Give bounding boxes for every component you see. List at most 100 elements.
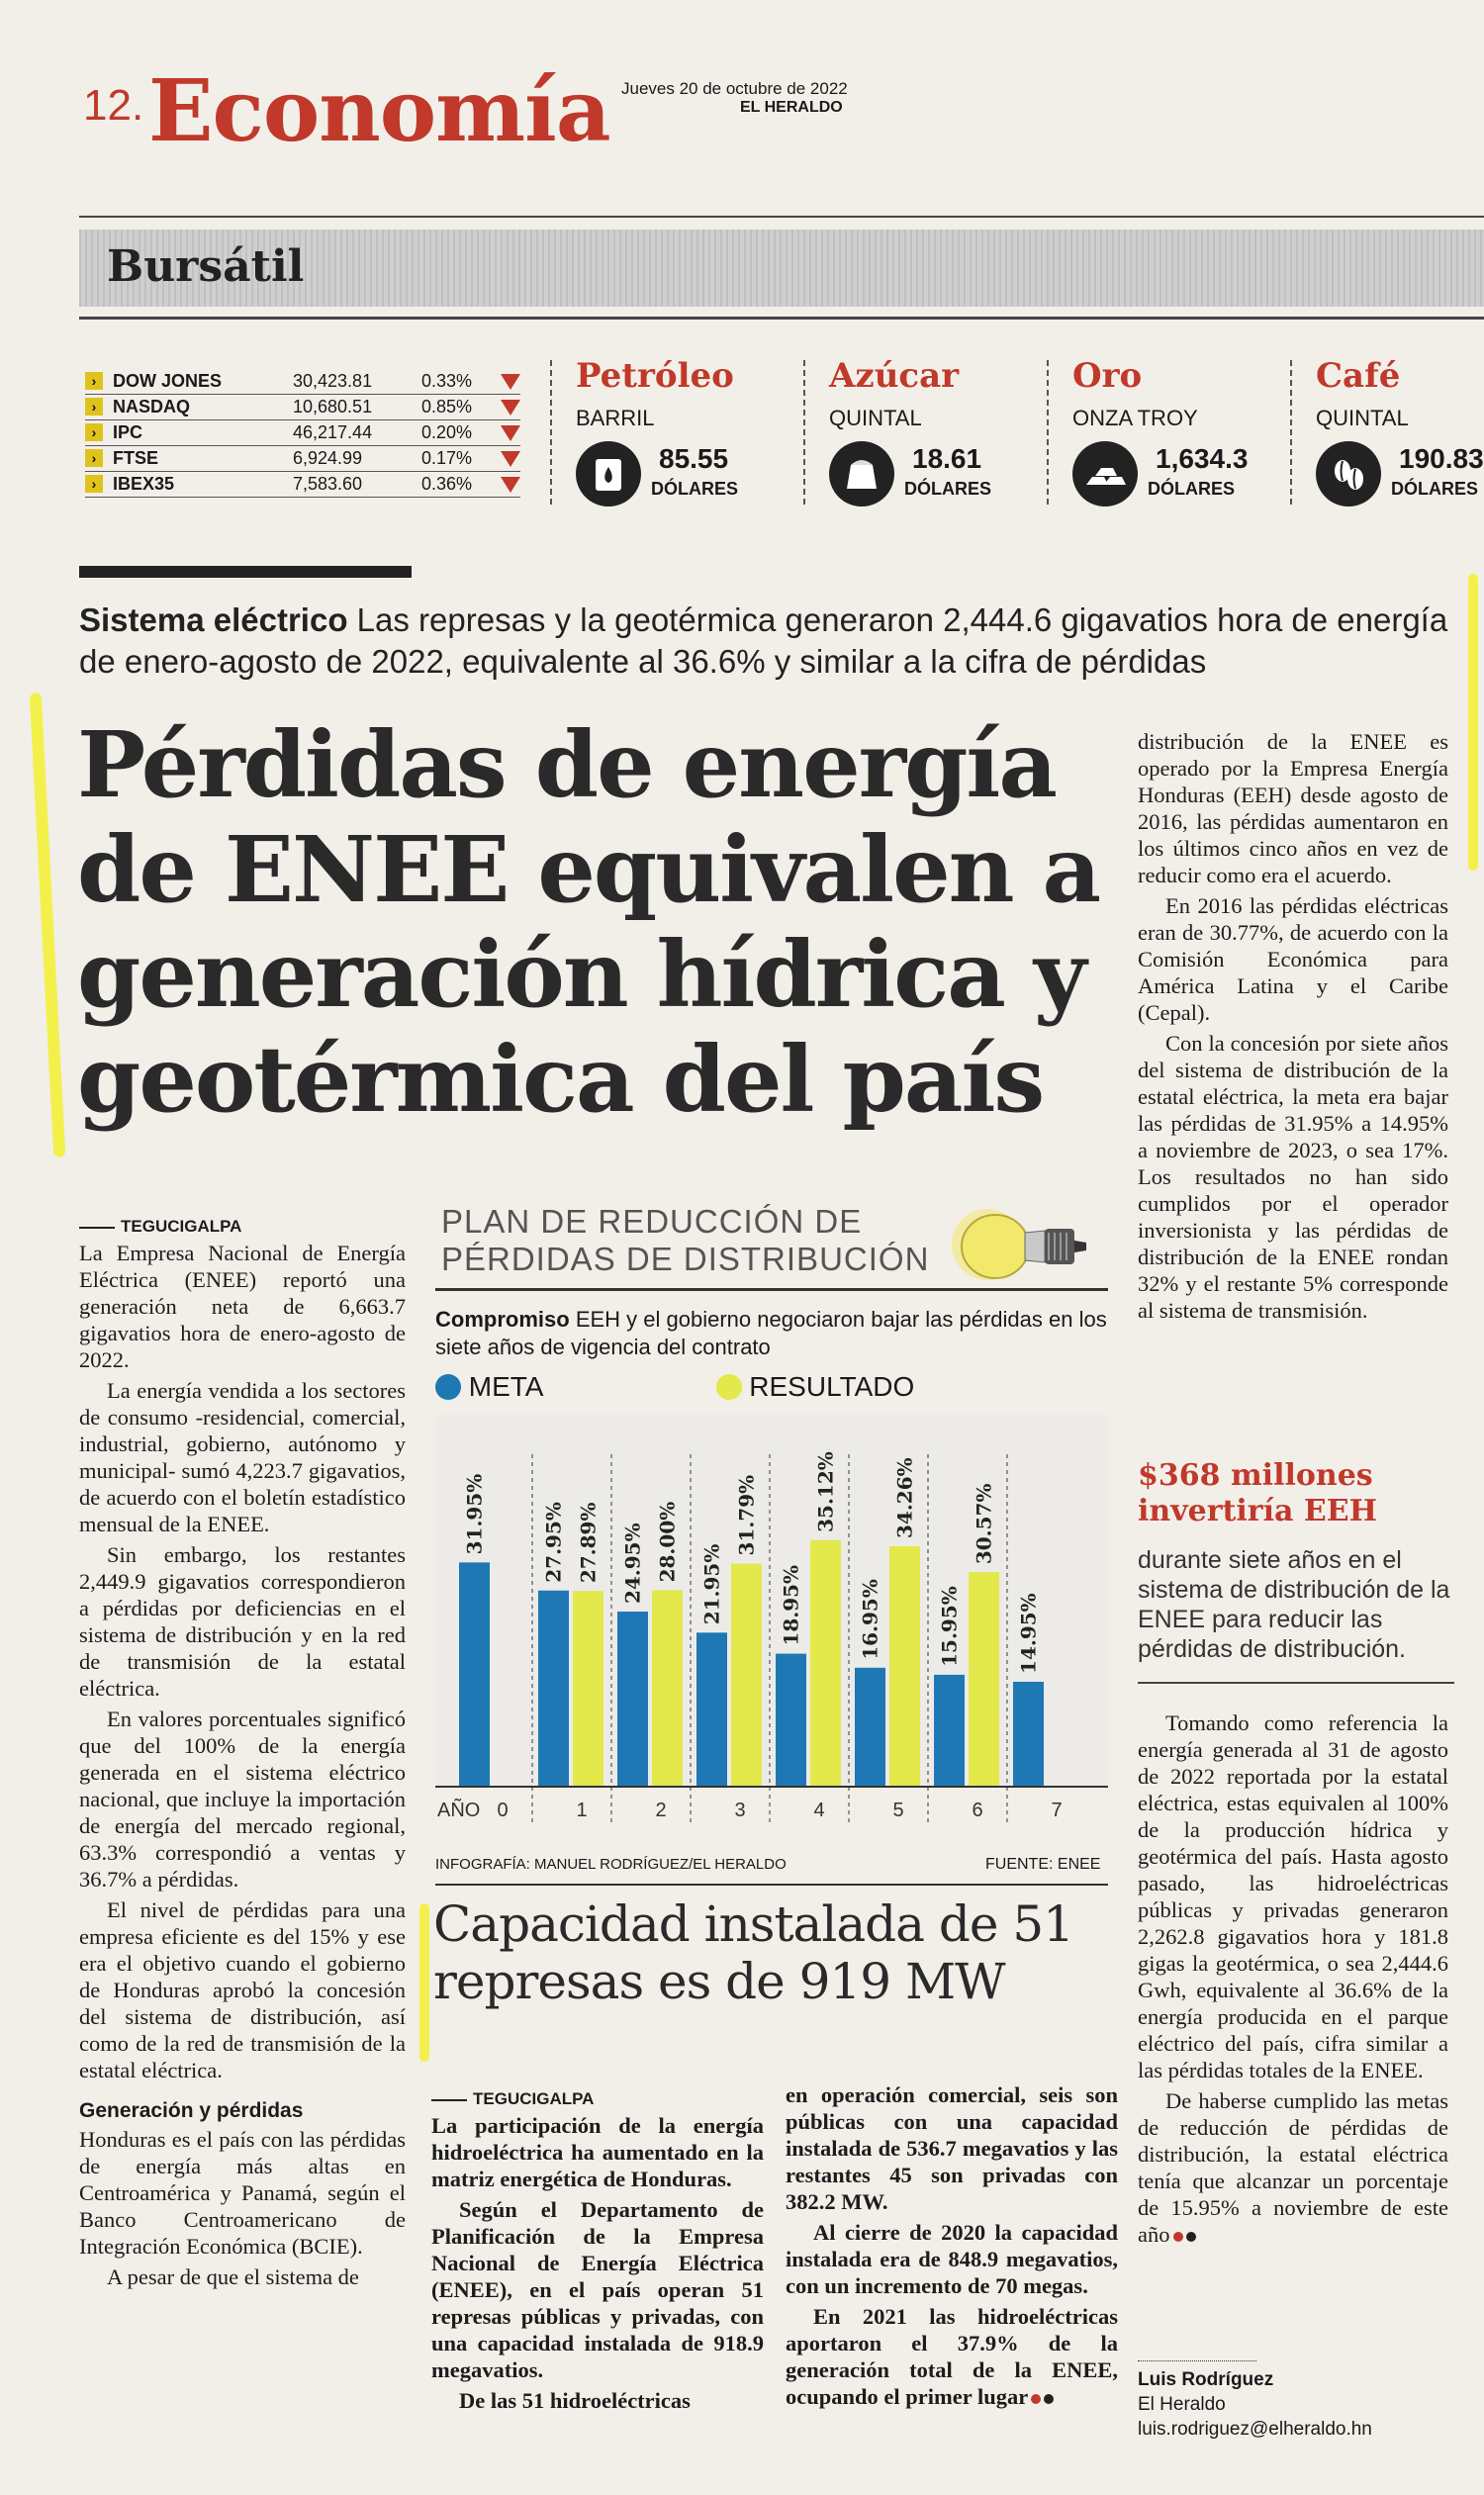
gold-bars-icon <box>1072 441 1138 507</box>
dateline: TEGUCIGALPA <box>431 2085 764 2112</box>
end-mark-icon <box>1044 2394 1055 2404</box>
callout-body: durante siete años en el sistema de dist… <box>1138 1546 1450 1663</box>
index-value: 6,924.99 <box>293 448 363 468</box>
paragraph: La Empresa Nacional de Energía Eléctrica… <box>79 1241 406 1372</box>
page-number: 12. <box>83 81 144 130</box>
commodity-unit: QUINTAL <box>1316 406 1409 430</box>
commodity-sugar: Azúcar QUINTAL 18.61 DÓLARES <box>803 356 1041 518</box>
index-change: 0.20% <box>421 422 473 442</box>
paragraph-text: En 2021 las hidroeléctricas aportaron el… <box>786 2304 1118 2409</box>
commodity-oil: Petróleo BARRIL 85.55 DÓLARES <box>550 356 788 518</box>
divider <box>1047 360 1049 508</box>
bar-resultado <box>652 1590 683 1787</box>
commodity-name: Azúcar <box>829 356 960 396</box>
paragraph: Según el Departamento de Planificación d… <box>431 2197 764 2382</box>
end-mark-icon <box>1172 2232 1183 2242</box>
author-name: Luis Rodríguez <box>1138 2369 1274 2390</box>
data-label: 14.95% <box>1017 1593 1041 1674</box>
paragraph: La energía vendida a los sectores de con… <box>79 1378 406 1536</box>
data-label: 15.95% <box>938 1586 962 1667</box>
bar-meta <box>855 1667 885 1787</box>
bar-meta <box>776 1653 806 1787</box>
bar-meta <box>1013 1681 1044 1787</box>
paragraph: En valores porcentuales significó que de… <box>79 1707 406 1892</box>
article-column-right-continued: Tomando como referencia la energía gener… <box>1138 1710 1448 2252</box>
commodity-currency: DÓLARES <box>1391 479 1479 499</box>
infographic-title-line: PLAN DE REDUCCIÓN DE <box>441 1203 863 1240</box>
tick-label: 4 <box>813 1800 824 1821</box>
tick-label: 7 <box>1051 1800 1062 1821</box>
bar-meta <box>538 1590 569 1787</box>
author-signature: Luis Rodríguez El Heraldo luis.rodriguez… <box>1138 2360 1454 2442</box>
tick-label: 0 <box>497 1800 508 1821</box>
data-label: 35.12% <box>814 1451 838 1532</box>
loss-reduction-chart: 31.95% 27.95% 27.89% 24.95% 28.00% 21.95% 31.7… <box>435 1415 1108 1826</box>
arrow-down-icon <box>501 477 520 493</box>
commodity-price: 18.61 <box>912 443 982 474</box>
highlighter-mark-right <box>1468 574 1478 871</box>
commodity-currency: DÓLARES <box>1148 479 1236 499</box>
paragraph: Al cierre de 2020 la capacidad instalada… <box>786 2220 1118 2298</box>
arrow-down-icon <box>501 425 520 441</box>
divider <box>550 360 552 508</box>
index-row: › DOW JONES 30,423.81 0.33% <box>85 368 520 395</box>
infographic-credit: INFOGRAFÍA: MANUEL RODRÍGUEZ/EL HERALDO <box>435 1856 787 1873</box>
lightbulb-icon <box>948 1201 1106 1301</box>
index-name: NASDAQ <box>113 397 191 416</box>
commodity-unit: BARRIL <box>576 406 655 430</box>
description-text: EEH y el gobierno negociaron bajar las p… <box>435 1307 1107 1359</box>
index-name: DOW JONES <box>113 371 223 391</box>
deck-text: Las represas y la geotérmica generaron 2… <box>79 601 1448 680</box>
subhead: Generación y pérdidas <box>79 2099 304 2122</box>
paragraph: distribución de la ENEE es operado por l… <box>1138 729 1448 887</box>
data-label: 28.00% <box>656 1502 680 1583</box>
index-row: › FTSE 6,924.99 0.17% <box>85 445 520 472</box>
data-label: 16.95% <box>859 1579 882 1660</box>
data-label: 27.89% <box>577 1503 601 1584</box>
index-change: 0.85% <box>421 397 473 416</box>
bar-resultado <box>731 1563 762 1787</box>
data-label: 31.95% <box>463 1474 487 1555</box>
index-change: 0.36% <box>421 474 473 494</box>
legend-label-resultado: RESULTADO <box>749 1371 915 1402</box>
bar-meta <box>617 1612 648 1787</box>
paragraph: Con la concesión por siete años del sist… <box>1138 1031 1448 1323</box>
infographic-title-line: PÉRDIDAS DE DISTRIBUCIÓN <box>441 1241 930 1277</box>
bar-meta <box>696 1632 727 1787</box>
bar-resultado <box>810 1539 841 1787</box>
infographic-rule <box>435 1288 1108 1291</box>
bar-meta <box>459 1562 490 1787</box>
article-headline: Pérdidas de energía de ENEE equivalen a … <box>77 711 1101 1133</box>
paragraph: En 2021 las hidroeléctricas aportaron el… <box>786 2303 1118 2410</box>
paragraph: Sin embargo, los restantes 2,449.9 gigav… <box>79 1542 406 1701</box>
index-row: › IBEX35 7,583.60 0.36% <box>85 471 520 498</box>
commodity-name: Café <box>1316 356 1401 396</box>
description-bold: Compromiso <box>435 1307 570 1332</box>
commodity-price: 85.55 <box>659 443 729 474</box>
tick-label: 6 <box>972 1800 982 1821</box>
chart-legend: META RESULTADO <box>435 1371 914 1403</box>
x-axis-label: AÑO <box>437 1798 480 1821</box>
infographic-title: PLAN DE REDUCCIÓN DE PÉRDIDAS DE DISTRIB… <box>441 1203 929 1278</box>
paragraph: En 2016 las pérdidas eléctricas eran de … <box>1138 893 1448 1025</box>
bar-meta <box>934 1674 965 1787</box>
paragraph: Tomando como referencia la energía gener… <box>1138 1710 1448 2082</box>
bar-resultado <box>969 1572 999 1787</box>
article2-headline: Capacidad instalada de 51 represas es de… <box>433 1895 1074 2010</box>
dateline: TEGUCIGALPA <box>79 1213 406 1240</box>
newspaper-name: EL HERALDO <box>740 99 843 116</box>
bar-resultado <box>573 1591 603 1787</box>
commodity-price: 190.83 <box>1399 443 1484 474</box>
section-title: Economía <box>148 61 611 161</box>
legend-label-meta: META <box>468 1371 542 1402</box>
tick-label: 1 <box>576 1800 587 1821</box>
header-rule <box>79 216 1484 218</box>
commodity-name: Oro <box>1072 356 1143 396</box>
sugar-sack-icon <box>829 441 894 507</box>
article-deck: Sistema eléctrico Las represas y la geot… <box>79 600 1484 683</box>
commodity-unit: ONZA TROY <box>1072 406 1198 430</box>
index-name: IPC <box>113 422 143 442</box>
arrow-down-icon <box>501 400 520 416</box>
data-label: 30.57% <box>973 1484 996 1565</box>
data-label: 21.95% <box>700 1544 724 1625</box>
